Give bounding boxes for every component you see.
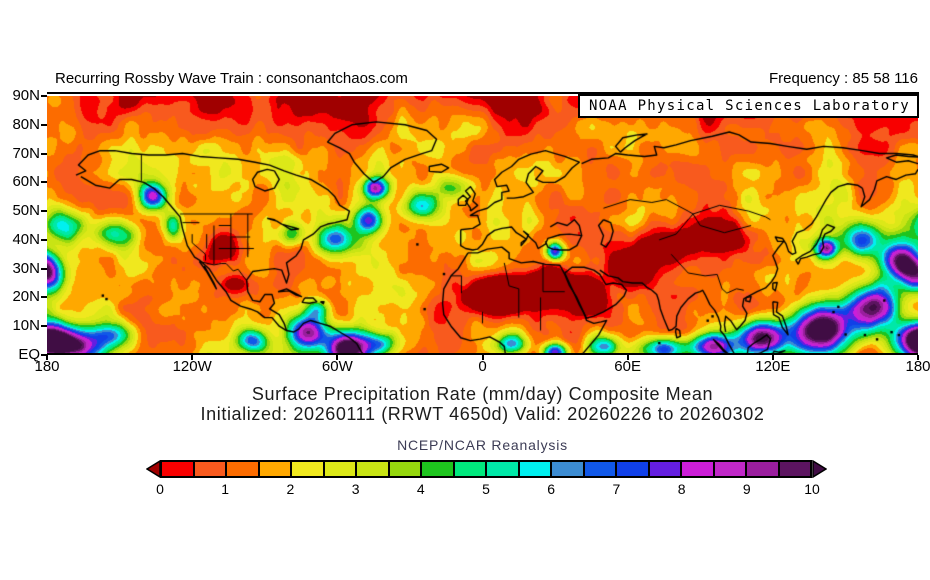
colorbar-cell [324, 462, 357, 476]
lat-tick-label: 50N [12, 202, 40, 220]
lat-tick-label: EQ [18, 346, 40, 363]
lat-tick-label: 70N [12, 144, 40, 162]
colorbar-cell [584, 462, 617, 476]
colorbar-cell [194, 462, 227, 476]
lat-tick [41, 296, 47, 299]
precipitation-heatmap [47, 96, 918, 355]
colorbar-cell [519, 462, 552, 476]
colorbar-cell [292, 462, 325, 476]
lon-tick [336, 355, 339, 360]
data-source-label: NCEP/NCAR Reanalysis [397, 437, 568, 453]
colorbar-cell [617, 462, 650, 476]
lon-tick [917, 355, 919, 360]
lat-tick [41, 95, 47, 97]
colorbar-tick-label: 4 [416, 481, 425, 497]
colorbar-tick-label: 10 [804, 481, 820, 497]
lon-tick [191, 355, 194, 360]
plot-header-title: Recurring Rossby Wave Train : consonantc… [55, 70, 408, 87]
lat-tick-label: 90N [12, 87, 40, 104]
colorbar-cell [682, 462, 715, 476]
lat-tick-label: 60N [12, 173, 40, 191]
lon-tick [626, 355, 629, 360]
chart-title: Surface Precipitation Rate (mm/day) Comp… [251, 384, 714, 404]
lon-tick-label: 0 [478, 358, 487, 375]
colorbar-tick-label: 9 [742, 481, 751, 497]
colorbar-tick-label: 5 [482, 481, 490, 497]
colorbar-cell [389, 462, 422, 476]
noaa-watermark-box: NOAA Physical Sciences Laboratory [577, 94, 919, 118]
colorbar-tick-label: 0 [156, 481, 164, 497]
lat-tick [41, 267, 47, 270]
lon-tick-label: 120E [755, 358, 791, 375]
colorbar-cell [454, 462, 487, 476]
colorbar: 0 1 2 3 4 5 6 7 8 9 10 [146, 460, 827, 500]
colorbar-cell [779, 462, 810, 476]
lon-tick-label: 180 [905, 358, 930, 375]
noaa-watermark-text: NOAA Physical Sciences Laboratory [588, 98, 910, 114]
lat-tick-label: 20N [12, 288, 40, 306]
map-area: NOAA Physical Sciences Laboratory 90N 80N… [12, 87, 930, 375]
colorbar-cell [162, 462, 195, 476]
lat-tick [41, 123, 47, 126]
colorbar-cell [552, 462, 585, 476]
lat-tick [41, 354, 47, 356]
colorbar-tick-label: 2 [286, 481, 295, 497]
colorbar-cell [714, 462, 747, 476]
colorbar-cell [487, 462, 520, 476]
colorbar-tick-label: 8 [677, 481, 686, 497]
colorbar-tick-label: 7 [612, 481, 621, 497]
colorbar-cell [422, 462, 455, 476]
lat-tick-label: 10N [12, 317, 40, 335]
colorbar-cell [357, 462, 390, 476]
lon-tick-label: 120W [172, 358, 212, 375]
lat-tick-label: 40N [12, 230, 40, 248]
lat-tick-label: 80N [12, 115, 40, 133]
colorbar-tick-label: 3 [351, 481, 360, 497]
colorbar-above-max-arrow [812, 460, 827, 478]
colorbar-cells [160, 460, 812, 478]
map-bottom-axis-line [47, 353, 918, 355]
lon-tick [771, 355, 774, 360]
lat-tick [41, 181, 47, 184]
chart-subtitle: Initialized: 20260111 (RRWT 4650d) Valid… [200, 404, 765, 424]
header-rule [47, 92, 919, 94]
colorbar-cell [227, 462, 260, 476]
lat-tick [41, 152, 47, 155]
lat-tick-label: 30N [12, 259, 40, 277]
lat-tick [41, 210, 47, 213]
frequency-label: Frequency : 85 58 116 [769, 70, 918, 87]
lon-tick [481, 355, 484, 360]
lon-tick-label: 180 [34, 358, 60, 375]
lon-tick [46, 355, 48, 360]
colorbar-cell [259, 462, 292, 476]
colorbar-tick-label: 1 [221, 481, 230, 497]
lat-tick [41, 238, 47, 241]
lat-tick [41, 325, 47, 328]
colorbar-below-min-arrow [146, 460, 161, 478]
colorbar-cell [747, 462, 780, 476]
lon-tick-label: 60E [614, 358, 641, 375]
lon-tick-label: 60W [321, 358, 353, 375]
colorbar-cell [649, 462, 682, 476]
colorbar-tick-label: 6 [547, 481, 556, 497]
